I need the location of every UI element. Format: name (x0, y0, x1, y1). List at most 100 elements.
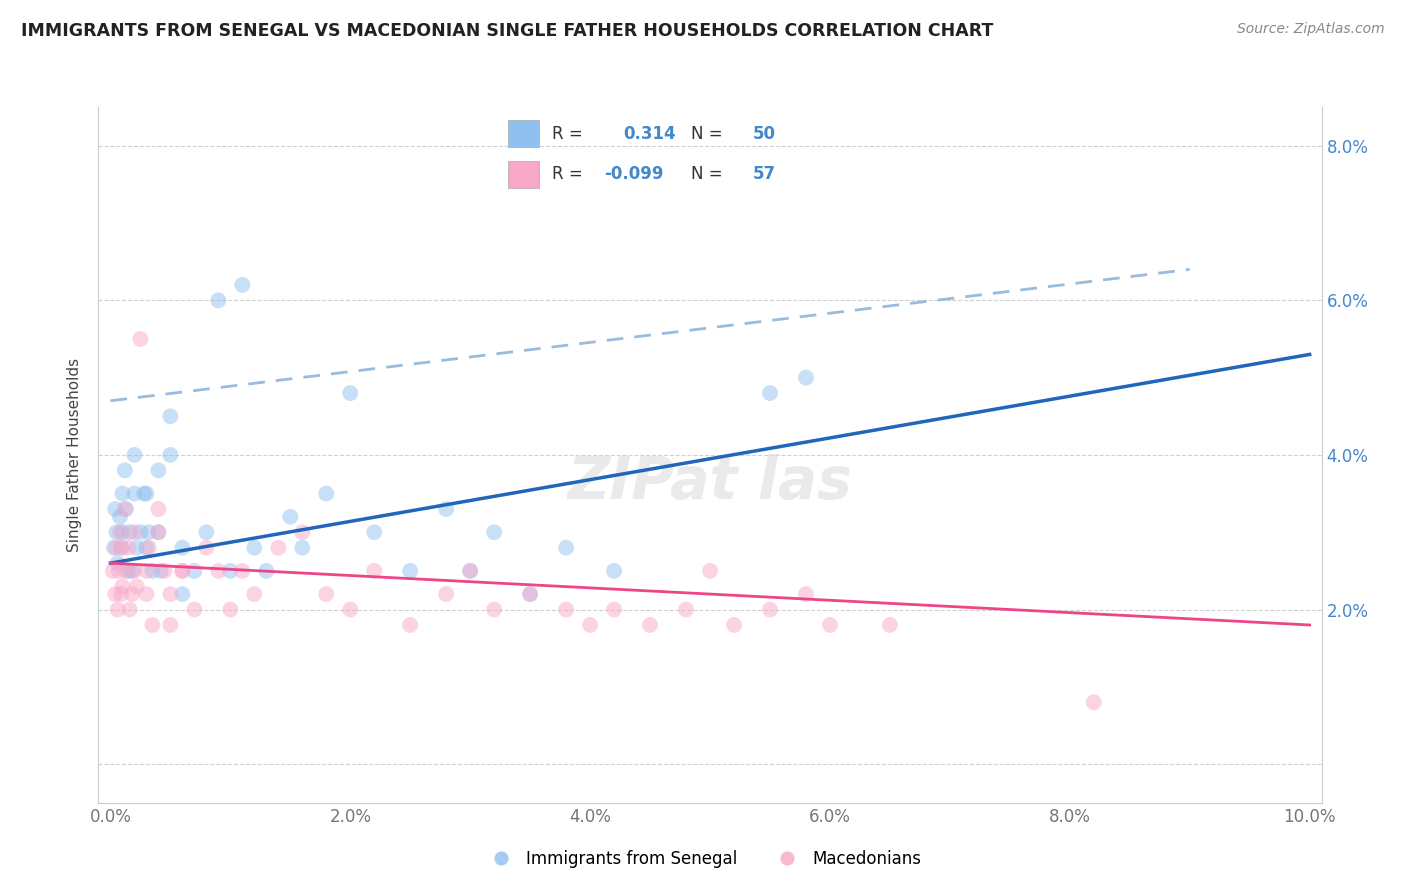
Point (124, 448, 146, 462)
Point (363, 525, 385, 540)
Point (603, 602, 626, 616)
Point (110, 587, 132, 601)
Point (101, 564, 124, 578)
Point (111, 486, 134, 500)
Point (1083, 695, 1105, 709)
Point (278, 509, 301, 524)
Point (267, 541, 290, 555)
Point (207, 564, 229, 578)
Text: 0.314: 0.314 (623, 125, 675, 143)
Point (118, 525, 141, 540)
Point (172, 541, 194, 555)
Point (759, 602, 782, 616)
Point (107, 556, 129, 570)
Point (129, 525, 152, 540)
Text: ZIPat las: ZIPat las (568, 454, 852, 511)
Point (104, 587, 127, 601)
Point (107, 602, 129, 616)
Point (519, 587, 541, 601)
Point (699, 564, 721, 578)
Text: R =: R = (551, 125, 582, 143)
Point (125, 579, 148, 593)
Point (124, 486, 146, 500)
Point (117, 564, 139, 578)
Point (115, 564, 138, 578)
Y-axis label: Single Father Households: Single Father Households (67, 358, 83, 552)
Point (110, 541, 132, 555)
Point (183, 564, 205, 578)
Point (159, 618, 181, 632)
Point (399, 564, 422, 578)
Point (153, 564, 176, 578)
Point (135, 541, 157, 555)
Point (723, 618, 745, 632)
Point (172, 564, 194, 578)
Point (172, 564, 194, 578)
Text: Source: ZipAtlas.com: Source: ZipAtlas.com (1237, 22, 1385, 37)
Point (105, 525, 128, 540)
Point (231, 564, 253, 578)
Legend: Immigrants from Senegal, Macedonians: Immigrants from Senegal, Macedonians (478, 844, 928, 875)
Point (159, 448, 181, 462)
Point (207, 293, 229, 308)
Point (124, 525, 146, 540)
Point (458, 564, 481, 578)
Point (115, 502, 138, 516)
Point (363, 564, 385, 578)
Point (135, 486, 157, 500)
Text: -0.099: -0.099 (605, 165, 664, 183)
Point (555, 602, 578, 616)
Point (108, 525, 131, 540)
Point (219, 564, 242, 578)
Point (519, 587, 541, 601)
Text: 57: 57 (752, 165, 776, 183)
Point (111, 541, 134, 555)
Point (675, 602, 697, 616)
Point (159, 409, 181, 424)
Point (138, 525, 160, 540)
Point (482, 602, 505, 616)
Point (794, 587, 817, 601)
Text: R =: R = (551, 165, 582, 183)
Point (104, 502, 127, 516)
Point (108, 509, 131, 524)
Point (132, 486, 155, 500)
Point (638, 618, 661, 632)
Text: IMMIGRANTS FROM SENEGAL VS MACEDONIAN SINGLE FATHER HOUSEHOLDS CORRELATION CHART: IMMIGRANTS FROM SENEGAL VS MACEDONIAN SI… (21, 22, 994, 40)
Point (148, 463, 170, 477)
Point (254, 564, 277, 578)
Point (219, 602, 242, 616)
Point (124, 564, 146, 578)
Point (135, 564, 157, 578)
Point (243, 587, 266, 601)
Point (125, 541, 148, 555)
Point (399, 618, 422, 632)
Point (111, 525, 134, 540)
FancyBboxPatch shape (509, 120, 540, 147)
Point (108, 564, 131, 578)
Point (121, 587, 143, 601)
Point (603, 564, 626, 578)
Point (482, 525, 505, 540)
Point (458, 564, 481, 578)
Point (434, 502, 457, 516)
Point (148, 525, 170, 540)
Point (121, 564, 143, 578)
Point (159, 587, 181, 601)
Point (231, 277, 253, 292)
Point (148, 502, 170, 516)
Point (195, 541, 218, 555)
Point (148, 525, 170, 540)
Point (138, 541, 160, 555)
Point (339, 386, 361, 401)
Point (879, 618, 901, 632)
Point (291, 541, 314, 555)
Point (141, 564, 163, 578)
Point (111, 579, 134, 593)
Point (117, 541, 139, 555)
Text: 50: 50 (752, 125, 776, 143)
Point (243, 541, 266, 555)
Point (339, 602, 361, 616)
Point (118, 602, 141, 616)
Point (114, 502, 136, 516)
